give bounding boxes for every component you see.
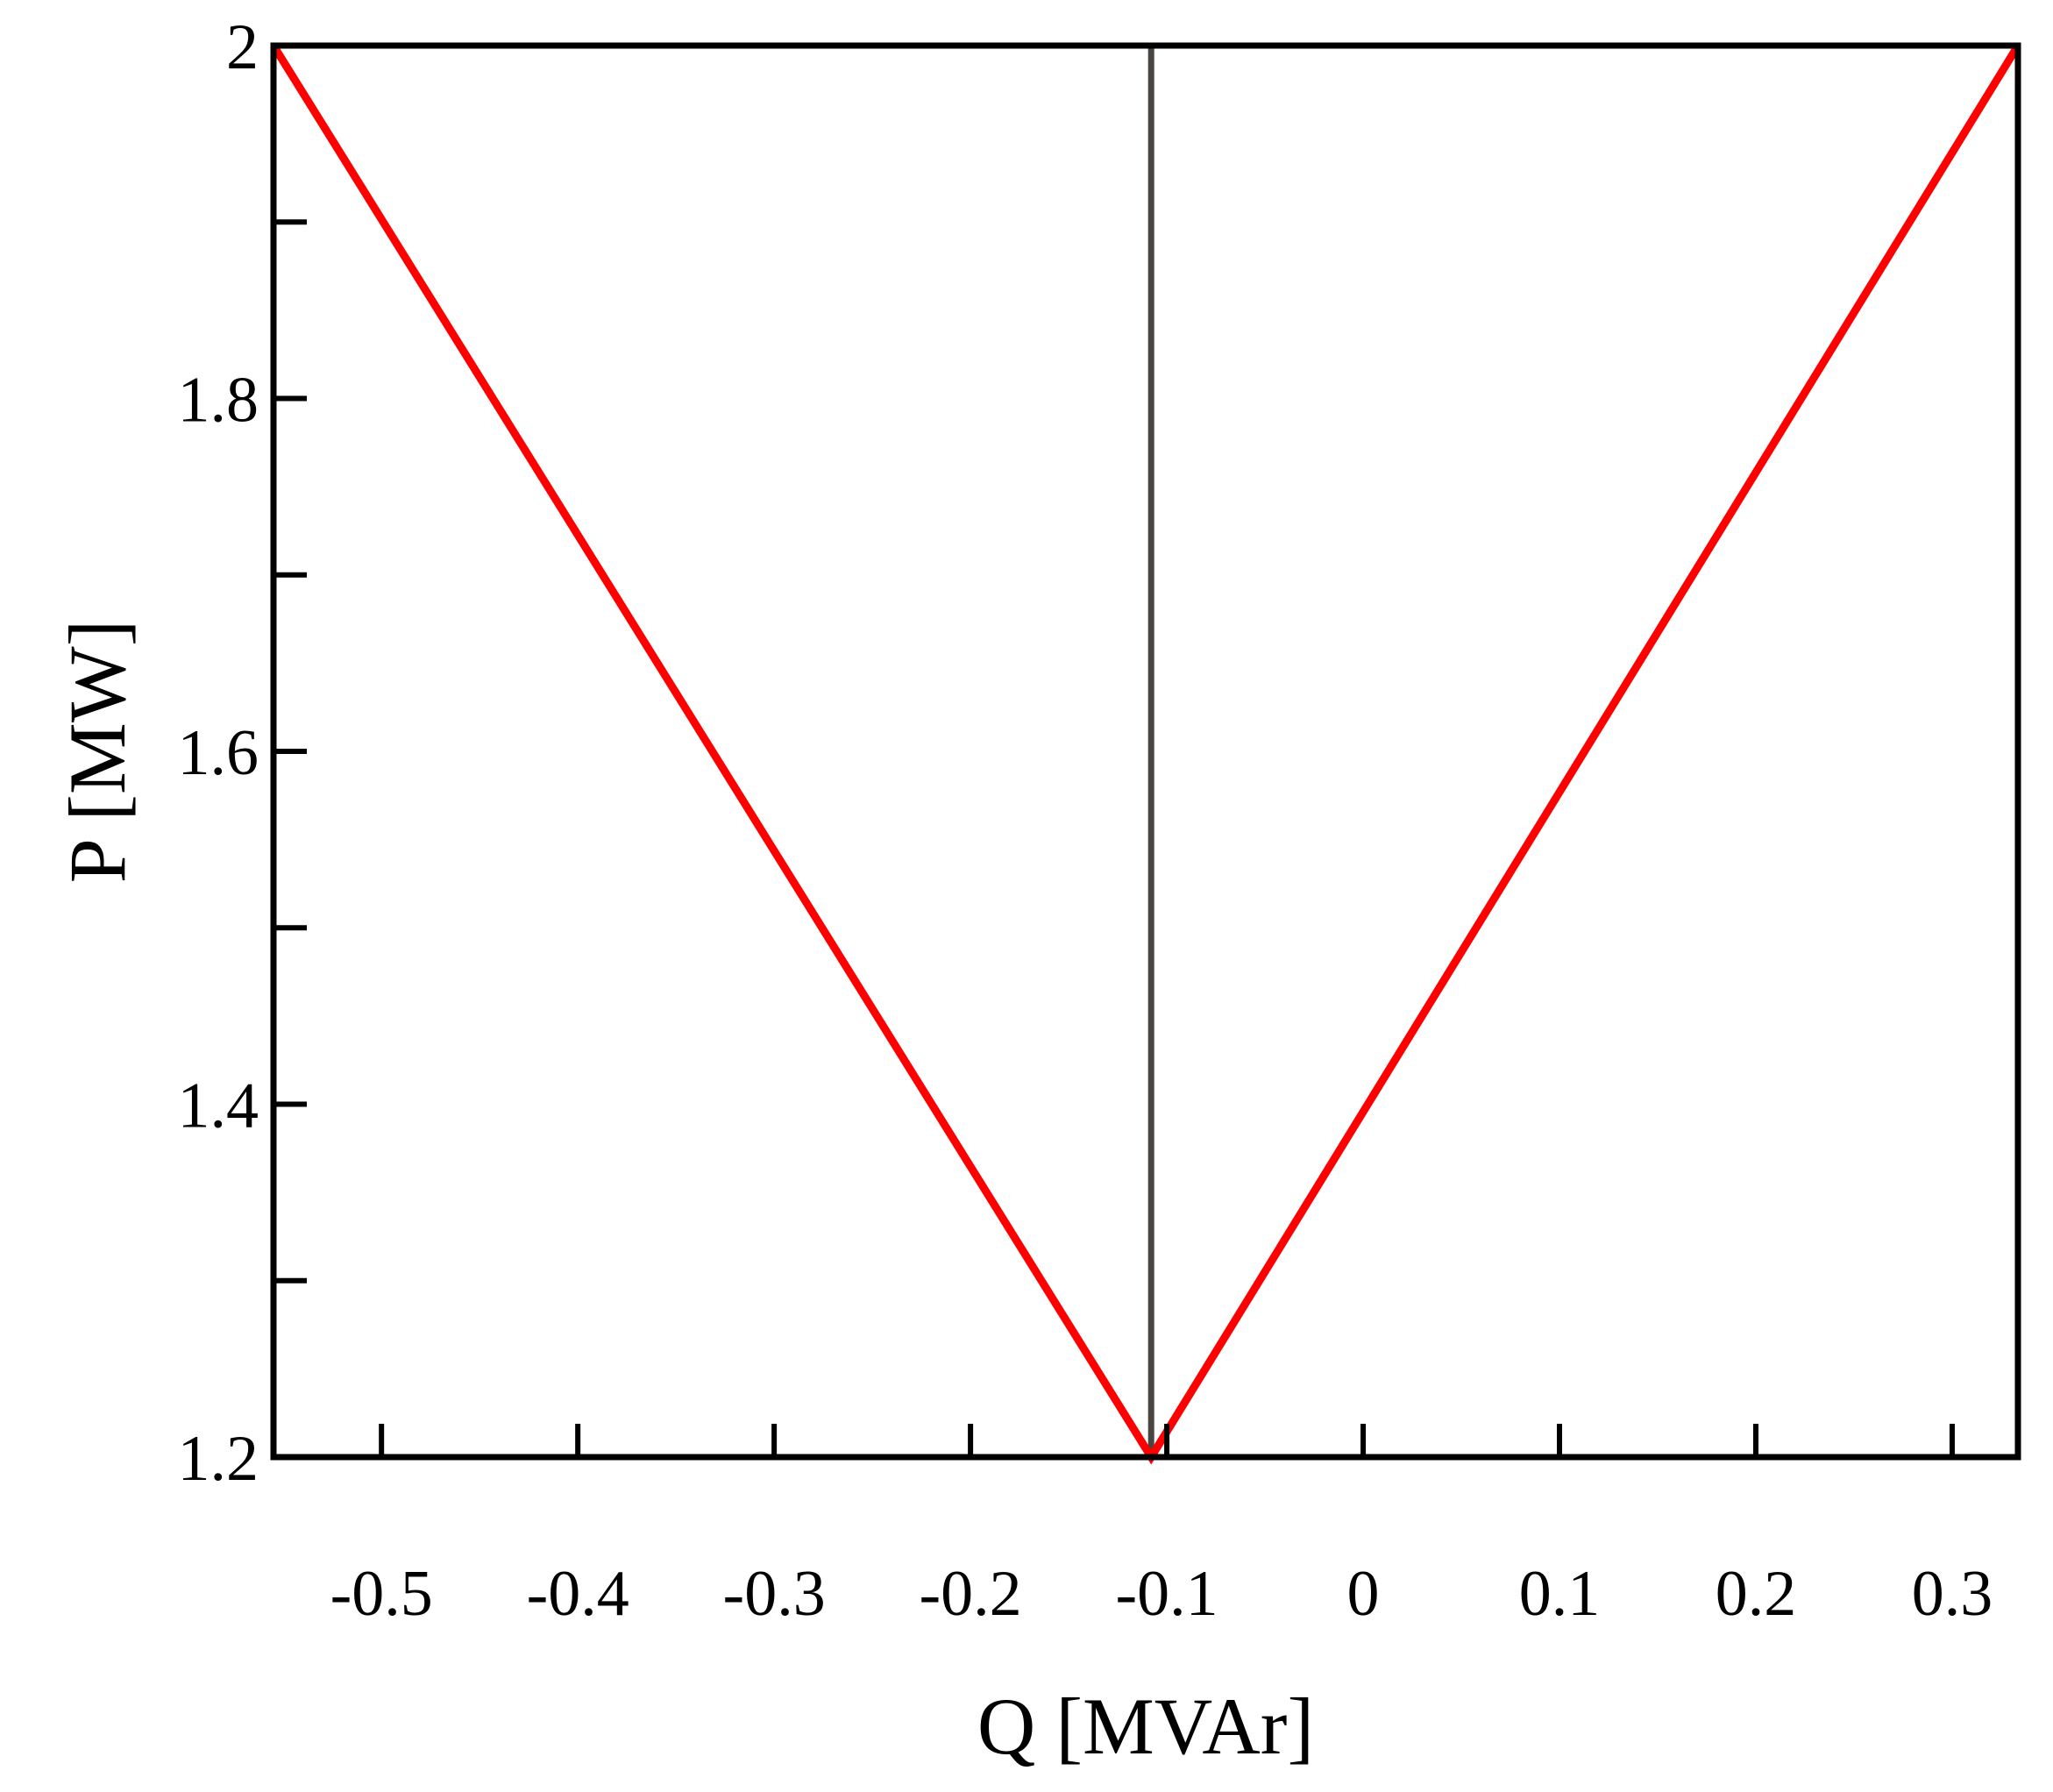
y-tick-label: 2 bbox=[226, 11, 259, 83]
x-tick-label: 0.3 bbox=[1912, 1558, 1993, 1630]
y-tick-label: 1.8 bbox=[178, 365, 259, 437]
label-layer: -0.5 -0.4 -0.3 -0.2 -0.1 0 0.1 0.2 0.3 1.2 1.4 1.6 1… bbox=[178, 11, 1993, 1630]
x-tick-label: -0.2 bbox=[920, 1558, 1022, 1630]
x-tick-label: 0 bbox=[1347, 1558, 1380, 1630]
x-tick-label: -0.1 bbox=[1115, 1558, 1218, 1630]
x-tick-label: -0.5 bbox=[330, 1558, 433, 1630]
tick-layer bbox=[273, 43, 1955, 1460]
series-layer bbox=[270, 43, 2021, 1465]
y-axis-title: P [MW] bbox=[53, 620, 142, 884]
x-tick-label: -0.4 bbox=[527, 1558, 629, 1630]
series-line-envelope bbox=[270, 43, 2021, 1465]
y-tick-label: 1.6 bbox=[178, 717, 259, 789]
x-tick-label: -0.3 bbox=[723, 1558, 826, 1630]
x-tick-label: 0.1 bbox=[1519, 1558, 1601, 1630]
plot-frame bbox=[270, 42, 2021, 1461]
x-axis-title: Q [MVAr] bbox=[977, 1682, 1314, 1771]
y-tick-label: 1.2 bbox=[178, 1423, 259, 1495]
y-tick-label: 1.4 bbox=[178, 1070, 259, 1142]
x-tick-label: 0.2 bbox=[1716, 1558, 1797, 1630]
